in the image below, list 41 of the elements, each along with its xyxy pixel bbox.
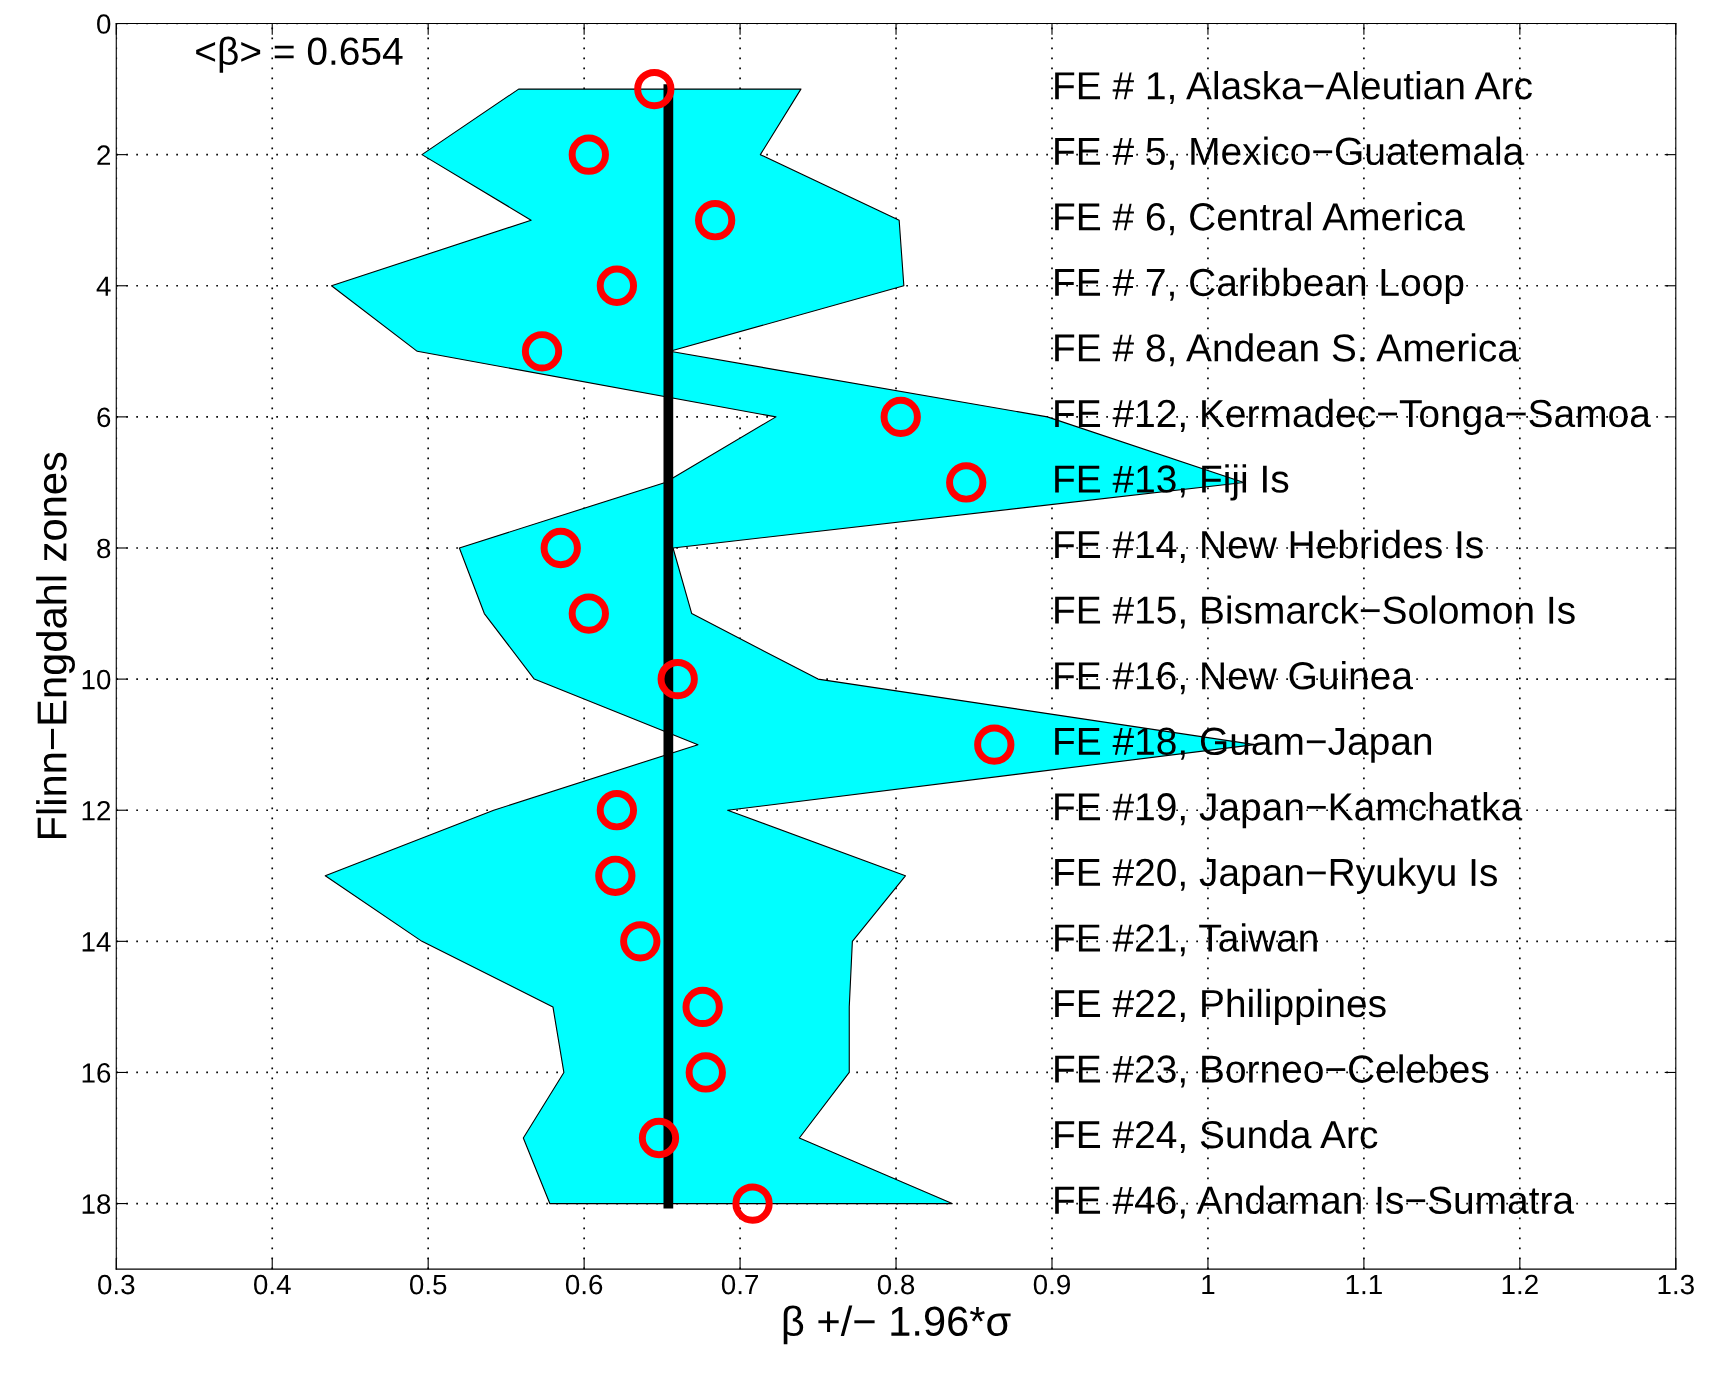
- y-tick-label: 6: [97, 407, 111, 428]
- annotation: <β> = 0.654: [196, 36, 403, 73]
- y-tick-label: 2: [97, 145, 111, 165]
- annotation: FE # 7, Caribbean Loop: [1055, 267, 1464, 304]
- y-tick-label: 14: [82, 932, 111, 952]
- annotation: FE # 5, Mexico−Guatemala: [1055, 136, 1525, 170]
- annotation: FE #21, Taiwan: [1055, 923, 1317, 957]
- x-tick-label: 0.7: [721, 1274, 758, 1295]
- y-tick-label: 8: [97, 538, 111, 559]
- x-tick-label: 0.6: [565, 1274, 603, 1295]
- annotation: FE #16, New Guinea: [1055, 660, 1413, 695]
- annotation: FE #19, Japan−Kamchatka: [1055, 792, 1523, 829]
- x-tick-label: 0.9: [1033, 1274, 1070, 1295]
- x-axis-title: β +/− 1.96*σ: [783, 1305, 1011, 1345]
- y-tick-label: 18: [82, 1194, 111, 1214]
- x-tick-label: 0.4: [254, 1274, 291, 1295]
- y-axis-title: Flinn−Engdahl zones: [36, 452, 75, 839]
- x-tick-label: 1: [1202, 1275, 1215, 1295]
- x-tick-label: 1.3: [1658, 1274, 1694, 1295]
- annotation: FE # 1, Alaska−Aleutian Arc: [1055, 70, 1532, 105]
- annotation: FE #22, Philippines: [1055, 988, 1386, 1026]
- annotation: FE #15, Bismarck−Solomon Is: [1055, 595, 1575, 629]
- annotation: FE # 8, Andean S. America: [1055, 333, 1519, 367]
- x-tick-label: 0.3: [98, 1274, 135, 1295]
- x-tick-label: 0.8: [877, 1274, 915, 1295]
- x-tick-label: 1.2: [1502, 1274, 1538, 1295]
- y-tick-label: 16: [82, 1063, 111, 1083]
- annotation: FE #23, Borneo−Celebes: [1055, 1054, 1489, 1088]
- x-tick-label: 0.5: [409, 1274, 447, 1295]
- y-tick-label: 0: [97, 14, 111, 34]
- y-tick-label: 12: [82, 800, 111, 821]
- annotation: FE #14, New Hebrides Is: [1055, 529, 1483, 564]
- annotation: FE #24, Sunda Arc: [1055, 1119, 1378, 1154]
- annotation: FE #18, Guam−Japan: [1055, 727, 1432, 763]
- y-tick-label: 4: [96, 276, 111, 296]
- annotation: FE #12, Kermadec−Tonga−Samoa: [1055, 398, 1651, 435]
- annotation: FE #20, Japan−Ryukyu Is: [1055, 857, 1497, 894]
- y-tick-label: 10: [82, 669, 111, 690]
- annotation: FE #46, Andaman Is−Sumatra: [1055, 1185, 1575, 1219]
- x-tick-label: 1.1: [1346, 1275, 1382, 1295]
- annotation: FE # 6, Central America: [1055, 202, 1465, 236]
